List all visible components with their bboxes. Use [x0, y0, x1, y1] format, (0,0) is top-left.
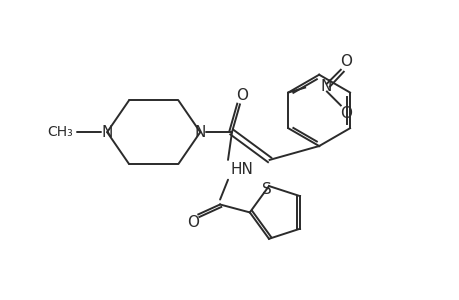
Text: N: N	[101, 125, 112, 140]
Text: N: N	[194, 125, 206, 140]
Text: O: O	[339, 54, 351, 69]
Text: N: N	[319, 79, 331, 94]
Text: HN: HN	[230, 162, 252, 177]
Text: O: O	[235, 88, 247, 103]
Text: O: O	[187, 215, 199, 230]
Text: S: S	[262, 182, 271, 197]
Text: CH₃: CH₃	[48, 125, 73, 139]
Text: O: O	[339, 106, 351, 121]
